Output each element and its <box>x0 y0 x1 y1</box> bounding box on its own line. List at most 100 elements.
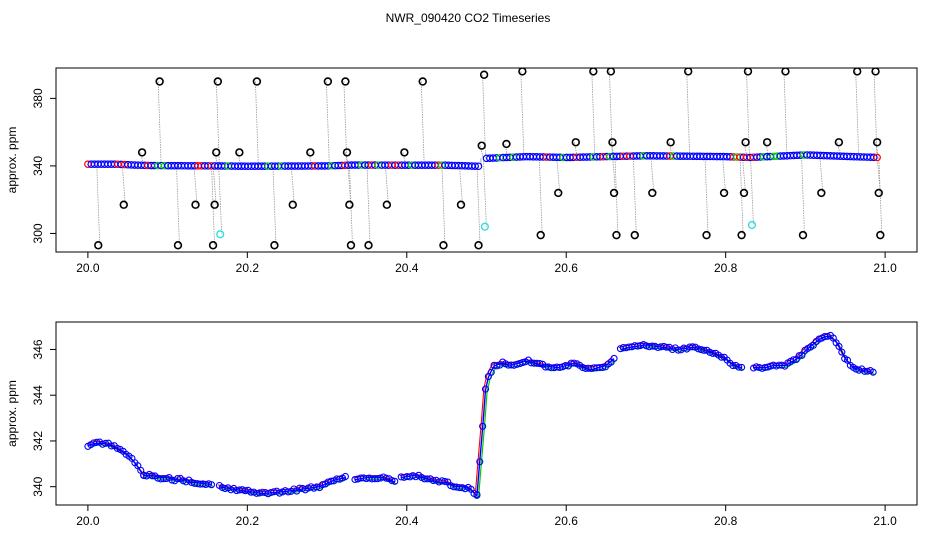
trace-line <box>290 166 295 205</box>
outlier-point <box>536 230 545 240</box>
y-axis-label: approx. ppm <box>5 127 19 194</box>
series-point <box>476 458 484 466</box>
outlier-point <box>554 188 563 198</box>
trace-line <box>255 81 259 167</box>
y-tick-label: 340 <box>31 156 45 176</box>
outlier-point <box>439 241 448 250</box>
series-point <box>519 359 527 367</box>
trace-line <box>176 165 180 246</box>
series-point <box>388 477 396 485</box>
outlier-point <box>119 200 128 209</box>
outlier-point <box>474 241 483 250</box>
trace-line <box>218 165 223 235</box>
trace-line <box>742 157 746 193</box>
series-segment <box>351 473 399 485</box>
trace-line <box>722 156 726 193</box>
y-tick-label: 300 <box>31 223 45 243</box>
x-tick-label: 20.2 <box>236 261 260 275</box>
series-point <box>735 363 743 371</box>
outlier-point <box>608 138 617 147</box>
outlier-point <box>235 148 244 157</box>
blue-series-line <box>476 358 615 496</box>
trace-line <box>538 156 543 236</box>
trace-lines <box>96 71 883 246</box>
outlier-point <box>137 148 147 157</box>
trace-line <box>632 156 637 236</box>
series-point <box>101 439 110 447</box>
outlier-point <box>210 200 219 209</box>
series-point <box>481 385 490 393</box>
lower-panel: 20.0 20.2 20.4 20.6 20.8 21.0 340 342 344 346 appr… <box>5 321 918 528</box>
outlier-point <box>456 200 466 209</box>
green-series-line <box>477 359 617 498</box>
series-point <box>838 348 846 356</box>
outlier-points <box>94 68 885 250</box>
trace-line <box>157 81 162 166</box>
y-tick-label: 380 <box>31 88 45 108</box>
series-point <box>391 477 399 485</box>
outlier-point <box>191 200 200 209</box>
outlier-point <box>94 241 103 250</box>
series-point <box>487 368 495 376</box>
outlier-point <box>719 188 729 198</box>
baseline-point <box>474 162 483 171</box>
outlier-point <box>346 241 356 250</box>
outlier-point <box>871 68 880 76</box>
trace-line <box>459 165 463 205</box>
trace-line <box>479 145 484 159</box>
trace-line <box>212 165 217 205</box>
trace-line <box>801 155 805 236</box>
series-point <box>561 362 570 370</box>
trace-line <box>420 81 425 166</box>
outlier-point <box>518 68 527 76</box>
outlier-point <box>173 241 183 250</box>
baseline-points <box>84 151 881 171</box>
trace-line <box>211 165 215 246</box>
outlier-point <box>502 139 511 149</box>
y-axis-label: approx. ppm <box>5 380 19 447</box>
outlier-point <box>872 138 882 147</box>
series-point <box>795 352 803 360</box>
x-tick-label: 21.0 <box>873 514 897 528</box>
series-segment <box>84 438 148 480</box>
y-tick-label: 342 <box>31 431 45 451</box>
outlier-point <box>208 241 218 250</box>
flagged-point <box>747 220 757 230</box>
outlier-point <box>212 148 221 157</box>
x-tick-label: 20.2 <box>236 514 260 528</box>
trace-line <box>121 164 126 205</box>
trace-line <box>325 81 330 166</box>
outlier-point <box>306 148 315 157</box>
outlier-point <box>683 68 693 76</box>
trace-line <box>876 157 881 193</box>
y-tick-label: 340 <box>31 476 45 496</box>
x-tick-label: 20.0 <box>76 261 100 275</box>
figure-title: NWR_090420 CO2 Timeseries <box>386 11 551 25</box>
baseline-point <box>870 153 878 162</box>
series-point <box>207 481 216 489</box>
trace-line <box>614 156 619 236</box>
series-point <box>599 363 607 372</box>
outlier-point <box>743 68 753 76</box>
trace-line <box>483 158 487 227</box>
outlier-point <box>418 77 427 86</box>
outlier-point <box>364 241 373 250</box>
series-point <box>284 488 292 496</box>
trace-line <box>704 156 709 236</box>
outlier-point <box>666 138 675 147</box>
outlier-point <box>571 138 580 147</box>
outlier-point <box>702 230 711 240</box>
y-tick-label: 344 <box>31 385 45 405</box>
x-tick-label: 20.0 <box>76 514 100 528</box>
outlier-point <box>345 200 354 209</box>
outlier-point <box>479 70 489 79</box>
series-point <box>536 360 544 368</box>
trace-line <box>441 165 446 246</box>
series-point <box>318 481 327 489</box>
baseline-point <box>873 153 881 162</box>
trace-line <box>686 71 691 157</box>
outlier-point <box>382 200 392 209</box>
baseline-point <box>471 162 479 170</box>
trace-line <box>366 165 371 246</box>
